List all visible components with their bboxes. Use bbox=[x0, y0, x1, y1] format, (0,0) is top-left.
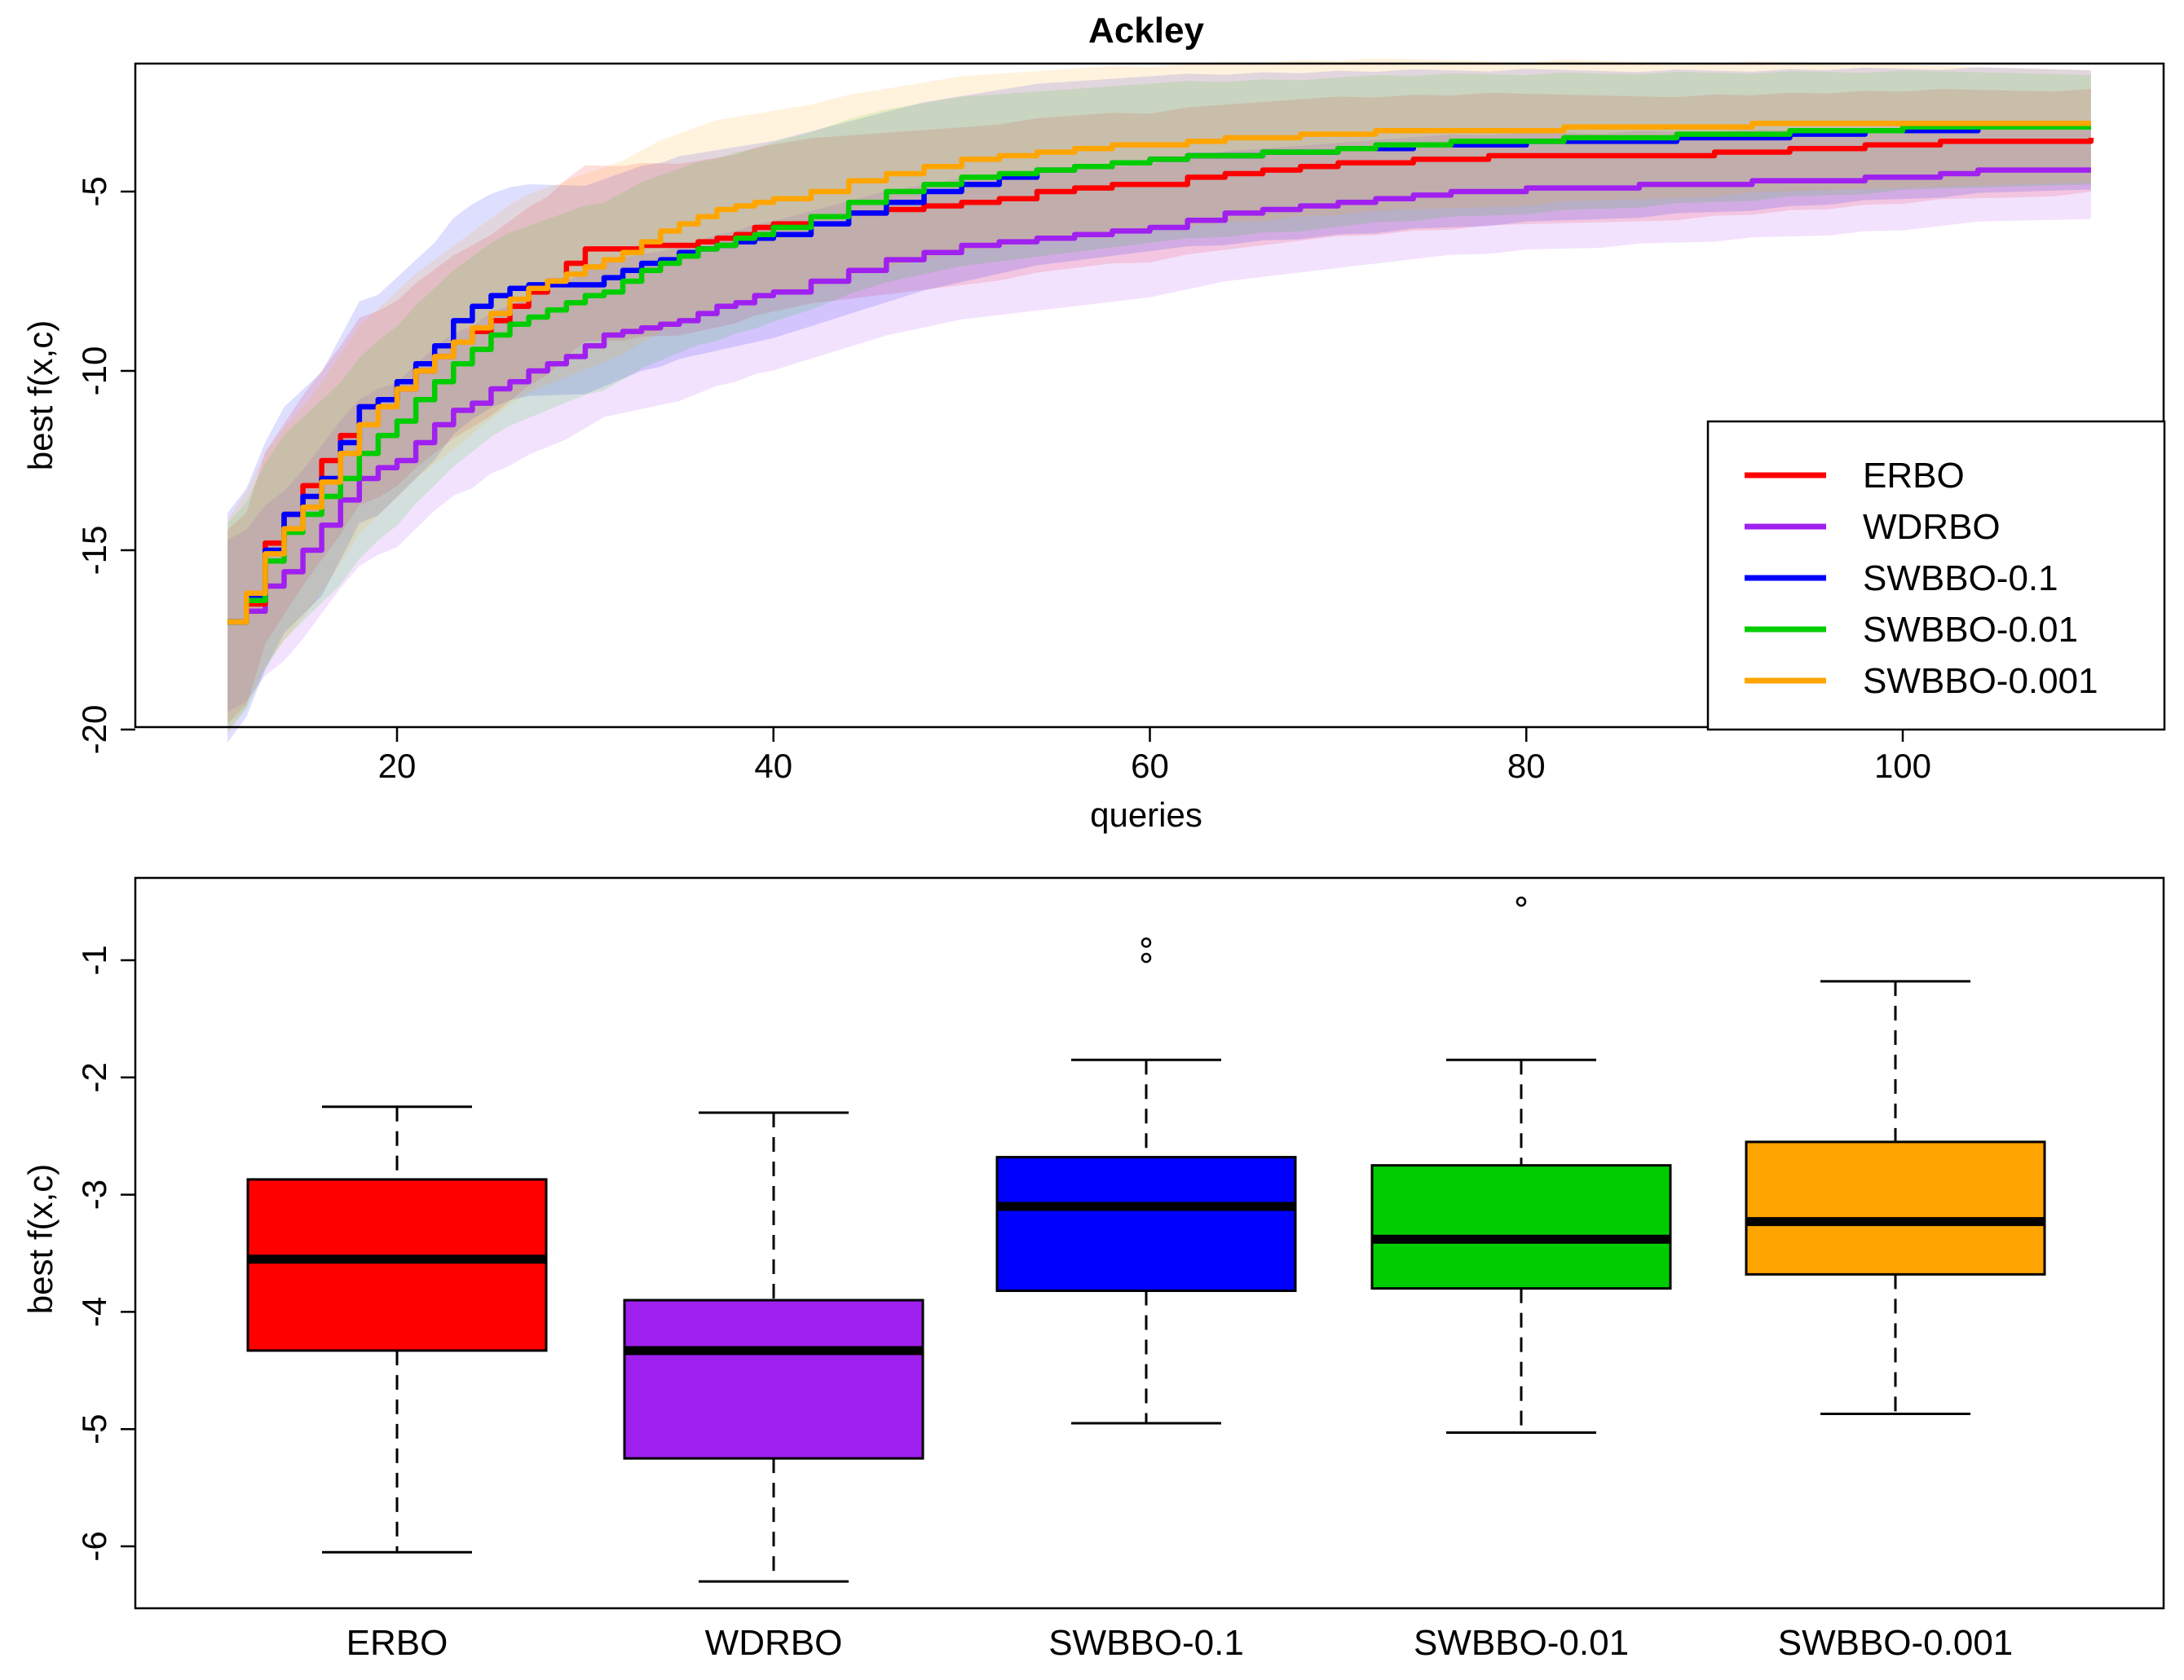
y-tick-label: -3 bbox=[75, 1180, 113, 1210]
y-tick-label: -1 bbox=[75, 945, 113, 975]
chart-title: Ackley bbox=[1088, 11, 1204, 51]
box-erbo bbox=[246, 1105, 548, 1554]
legend-label-swbbo-0-01: SWBBO-0.01 bbox=[1863, 610, 2078, 650]
legend-label-wdrbo: WDRBO bbox=[1863, 507, 2001, 547]
box-iqr bbox=[246, 1178, 548, 1352]
x-tick-label: SWBBO-0.01 bbox=[1414, 1623, 1629, 1663]
plot-frame bbox=[134, 876, 2165, 1610]
y-tick-label: -20 bbox=[75, 705, 113, 755]
band-swbbo-0-001 bbox=[227, 58, 2091, 735]
line-chart-panel: Ackley 20 40 60 80 100 -20 -15 -10 -5 queries b… bbox=[21, 11, 2166, 834]
y-axis: -6 -5 -4 -3 -2 -1 bbox=[75, 945, 135, 1562]
x-axis: ERBO WDRBO SWBBO-0.1 SWBBO-0.01 SWBBO-0.001 bbox=[346, 1623, 2014, 1663]
x-axis-label: queries bbox=[1090, 796, 1202, 834]
outlier-point bbox=[1141, 952, 1152, 963]
y-tick-label: -5 bbox=[75, 1414, 113, 1444]
y-axis-label: best f(x,c) bbox=[21, 320, 60, 470]
outlier-point bbox=[1141, 937, 1152, 948]
y-tick-label: -15 bbox=[75, 526, 113, 575]
legend: ERBO WDRBO SWBBO-0.1 SWBBO-0.01 SWBBO-0.001 bbox=[1706, 420, 2166, 731]
line-wdrbo bbox=[227, 167, 2091, 625]
box-iqr bbox=[1745, 1140, 2046, 1276]
box-swbbo-0-01 bbox=[1370, 896, 1672, 1435]
y-axis: -20 -15 -10 -5 bbox=[75, 176, 135, 754]
band-wdrbo bbox=[227, 123, 2091, 712]
boxes bbox=[246, 896, 2046, 1583]
y-tick-label: -10 bbox=[75, 346, 113, 396]
band-swbbo-0-1 bbox=[227, 67, 2091, 743]
legend-label-erbo: ERBO bbox=[1863, 456, 1965, 496]
line-swbbo-0-001 bbox=[227, 121, 2091, 625]
legend-label-swbbo-0-001: SWBBO-0.001 bbox=[1863, 661, 2098, 701]
line-swbbo-0-01 bbox=[227, 124, 2091, 625]
x-tick-label: WDRBO bbox=[705, 1623, 843, 1663]
box-swbbo-0-001 bbox=[1745, 980, 2046, 1416]
x-tick-label: 80 bbox=[1507, 747, 1546, 785]
box-wdrbo bbox=[623, 1111, 924, 1583]
box-iqr bbox=[623, 1299, 924, 1460]
band-swbbo-0-01 bbox=[227, 70, 2091, 731]
legend-label-swbbo-0-1: SWBBO-0.1 bbox=[1863, 558, 2058, 598]
y-tick-label: -2 bbox=[75, 1062, 113, 1092]
x-tick-label: SWBBO-0.001 bbox=[1778, 1623, 2014, 1663]
series-lines bbox=[227, 121, 2094, 625]
x-tick-label: 20 bbox=[378, 747, 417, 785]
x-tick-label: ERBO bbox=[346, 1623, 448, 1663]
box-iqr bbox=[995, 1156, 1297, 1293]
y-tick-label: -4 bbox=[75, 1297, 113, 1327]
x-tick-label: 60 bbox=[1131, 747, 1169, 785]
box-plot-panel: -6 -5 -4 -3 -2 -1 ERBO WDRBO SWBBO-0.1 SWBBO-0.0… bbox=[21, 876, 2165, 1663]
x-axis: 20 40 60 80 100 bbox=[378, 727, 1931, 785]
box-swbbo-0-1 bbox=[995, 937, 1297, 1425]
x-tick-label: 100 bbox=[1874, 747, 1931, 785]
y-tick-label: -5 bbox=[75, 176, 113, 206]
outlier-point bbox=[1516, 896, 1527, 907]
box-iqr bbox=[1370, 1164, 1672, 1290]
x-tick-label: SWBBO-0.1 bbox=[1048, 1623, 1244, 1663]
x-tick-label: 40 bbox=[754, 747, 792, 785]
y-axis-label: best f(x,c) bbox=[21, 1164, 60, 1314]
y-tick-label: -6 bbox=[75, 1531, 113, 1561]
